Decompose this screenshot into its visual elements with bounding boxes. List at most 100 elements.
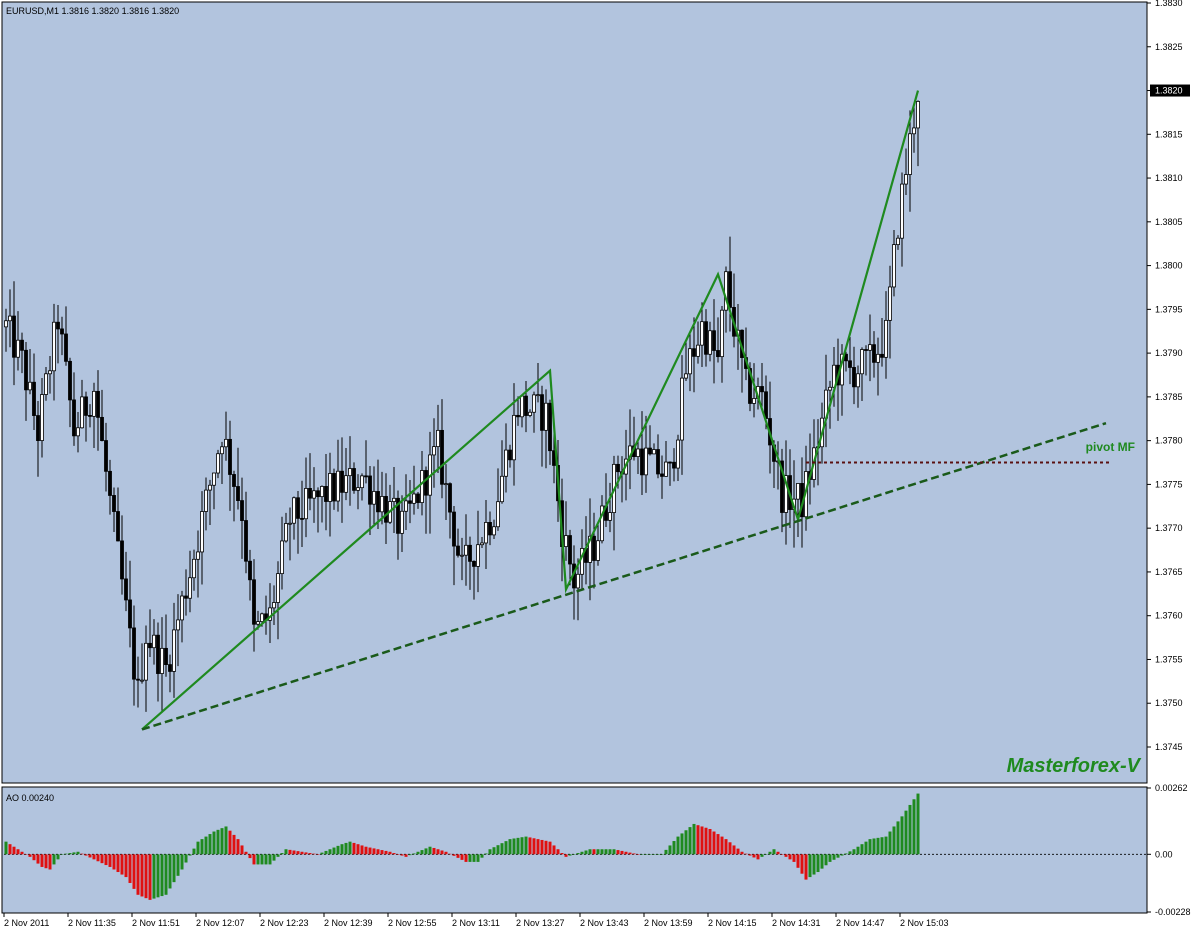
- ao-bar-up: [680, 833, 684, 855]
- candle-body-up: [412, 493, 416, 504]
- candle-body-up: [484, 522, 488, 544]
- ao-bar-down: [360, 845, 364, 855]
- candle-body-up: [144, 642, 148, 681]
- candle-body-up: [304, 488, 308, 520]
- price-tick-label: 1.3755: [1155, 654, 1183, 664]
- ao-bar-up: [332, 847, 336, 855]
- candle-body-down: [64, 333, 68, 362]
- ao-bar-down: [368, 847, 372, 855]
- ao-bar-up: [220, 828, 224, 855]
- ao-bar-up: [428, 846, 432, 855]
- candle-body-down: [316, 490, 320, 498]
- candle-body-down: [164, 647, 168, 666]
- candle-body-up: [700, 321, 704, 346]
- symbol-info-label: EURUSD,M1 1.3816 1.3820 1.3816 1.3820: [6, 6, 179, 16]
- ao-bar-down: [756, 854, 760, 860]
- ao-bar-up: [164, 854, 168, 895]
- candle-body-down: [88, 415, 92, 417]
- masterforex-v-brand: Masterforex-V: [1007, 755, 1142, 777]
- ao-tick-label: -0.00228: [1155, 907, 1191, 917]
- ao-indicator-label: AO 0.00240: [6, 793, 54, 803]
- ao-bar-down: [316, 854, 320, 855]
- candle-body-down: [384, 496, 388, 523]
- ao-bar-up: [872, 838, 876, 855]
- ao-bar-down: [288, 849, 292, 855]
- ao-bar-up: [168, 854, 172, 889]
- candle-body-up: [432, 446, 436, 456]
- ao-bar-up: [660, 854, 664, 855]
- candle-body-up: [680, 377, 684, 441]
- ao-bar-down: [696, 825, 700, 855]
- ao-bar-down: [780, 854, 784, 855]
- ao-bar-up: [180, 854, 184, 870]
- ao-bar-up: [64, 853, 68, 855]
- ao-bar-up: [56, 854, 60, 860]
- ao-bar-down: [548, 841, 552, 855]
- ao-indicator-background[interactable]: [1, 786, 1148, 914]
- ao-bar-up: [176, 854, 180, 876]
- candle-body-down: [648, 447, 652, 455]
- ao-bar-down: [48, 854, 52, 870]
- ao-bar-down: [392, 853, 396, 855]
- candle-body-down: [136, 678, 140, 681]
- candle-body-up: [288, 522, 292, 525]
- ao-bar-up: [612, 849, 616, 855]
- ao-bar-up: [488, 849, 492, 855]
- ao-bar-up: [644, 854, 648, 855]
- ao-bar-up: [524, 836, 528, 855]
- ao-bar-down: [796, 854, 800, 868]
- candle-body-up: [912, 127, 916, 135]
- ao-bar-up: [512, 838, 516, 855]
- candle-body-up: [504, 449, 508, 477]
- ao-bar-up: [584, 850, 588, 855]
- candle-body-down: [352, 468, 356, 491]
- ao-bar-up: [812, 854, 816, 875]
- candle-body-down: [56, 321, 60, 330]
- candle-body-up: [356, 487, 360, 491]
- ao-bar-down: [456, 854, 460, 858]
- time-tick-label: 2 Nov 2011: [4, 918, 49, 928]
- ao-bar-up: [900, 816, 904, 855]
- candle-body-down: [168, 664, 172, 672]
- candle-body-down: [780, 460, 784, 513]
- trendline-dashed: [141, 421, 1107, 731]
- ao-bar-down: [376, 849, 380, 855]
- candle-body-down: [452, 511, 456, 547]
- time-tick-label: 2 Nov 13:43: [580, 918, 629, 928]
- ao-bar-down: [292, 850, 296, 855]
- price-chart-background[interactable]: [1, 1, 1148, 784]
- ao-bar-down: [748, 854, 752, 856]
- time-tick-label: 2 Nov 11:51: [132, 918, 180, 928]
- ao-bar-down: [784, 854, 788, 857]
- candle-body-up: [160, 647, 164, 674]
- price-tick-label: 1.3795: [1155, 304, 1183, 314]
- ao-bar-up: [684, 830, 688, 855]
- ao-bar-down: [312, 853, 316, 855]
- price-tick-label: 1.3825: [1155, 42, 1183, 52]
- current-price-label: 1.3820: [1155, 86, 1183, 96]
- candle-body-down: [748, 368, 752, 404]
- time-tick-label: 2 Nov 15:03: [900, 918, 949, 928]
- candle-body-down: [712, 330, 716, 351]
- ao-bar-up: [852, 849, 856, 855]
- ao-bar-up: [268, 854, 272, 865]
- ao-bar-down: [552, 845, 556, 855]
- ao-bar-down: [296, 851, 300, 855]
- ao-bar-up: [224, 826, 228, 855]
- ao-bar-up: [480, 854, 484, 858]
- candle-body-down: [440, 429, 444, 485]
- ao-bar-up: [260, 854, 264, 865]
- candle-body-up: [140, 679, 144, 682]
- ao-bar-up: [688, 827, 692, 855]
- ao-bar-down: [544, 840, 548, 855]
- time-axis: 2 Nov 2011 2 Nov 11:35 2 Nov 11:51 2 Nov 12…: [3, 913, 949, 928]
- ao-bar-up: [648, 854, 652, 855]
- ao-bar-down: [716, 834, 720, 855]
- candle-body-up: [92, 390, 96, 417]
- candle-body-up: [272, 602, 276, 609]
- price-tick-label: 1.3785: [1155, 392, 1183, 402]
- ao-bar-down: [384, 850, 388, 855]
- price-tick-label: 1.3770: [1155, 523, 1183, 533]
- candle-body-up: [284, 523, 288, 542]
- candle-body-up: [224, 438, 228, 448]
